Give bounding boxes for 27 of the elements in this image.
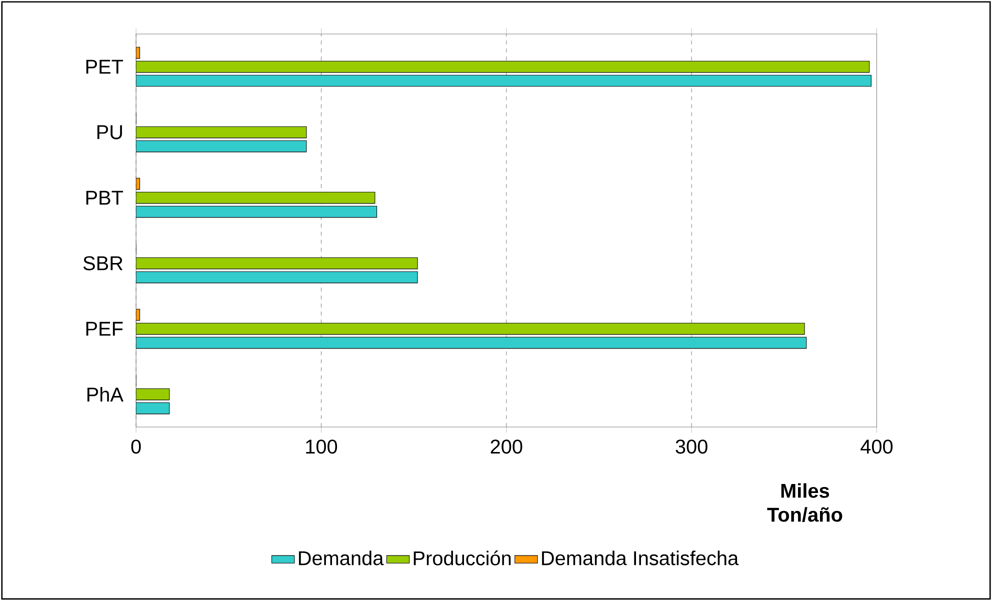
- x-tick-label: 0: [131, 440, 141, 454]
- y-tick-label: PU: [97, 125, 122, 140]
- legend-label: Demanda Insatisfecha: [542, 550, 739, 566]
- bar: [136, 74, 872, 87]
- bar: [136, 140, 307, 152]
- bar: [136, 402, 170, 414]
- legend-label: Demanda: [298, 550, 384, 566]
- y-tick-label: PEF: [86, 322, 123, 336]
- x-tick-label: 400: [860, 440, 893, 454]
- legend-label: Producción: [414, 550, 511, 566]
- bar: [136, 192, 376, 204]
- bar: [136, 60, 870, 73]
- y-tick-label: SBR: [83, 256, 123, 270]
- y-tick-label: PhA: [87, 387, 124, 402]
- x-axis-title: Miles Ton/año: [767, 483, 842, 522]
- bar: [136, 322, 805, 335]
- x-tick-label: 100: [306, 440, 338, 454]
- bar: [136, 388, 170, 400]
- bar: [136, 126, 307, 138]
- y-tick-label: PBT: [86, 190, 124, 205]
- x-tick-label: 200: [490, 440, 522, 454]
- bar: [136, 271, 418, 284]
- x-tick-label: 300: [676, 440, 708, 454]
- y-tick-label: PET: [86, 60, 124, 74]
- bar: [136, 206, 378, 218]
- bar: [136, 257, 418, 270]
- bar: [136, 336, 807, 349]
